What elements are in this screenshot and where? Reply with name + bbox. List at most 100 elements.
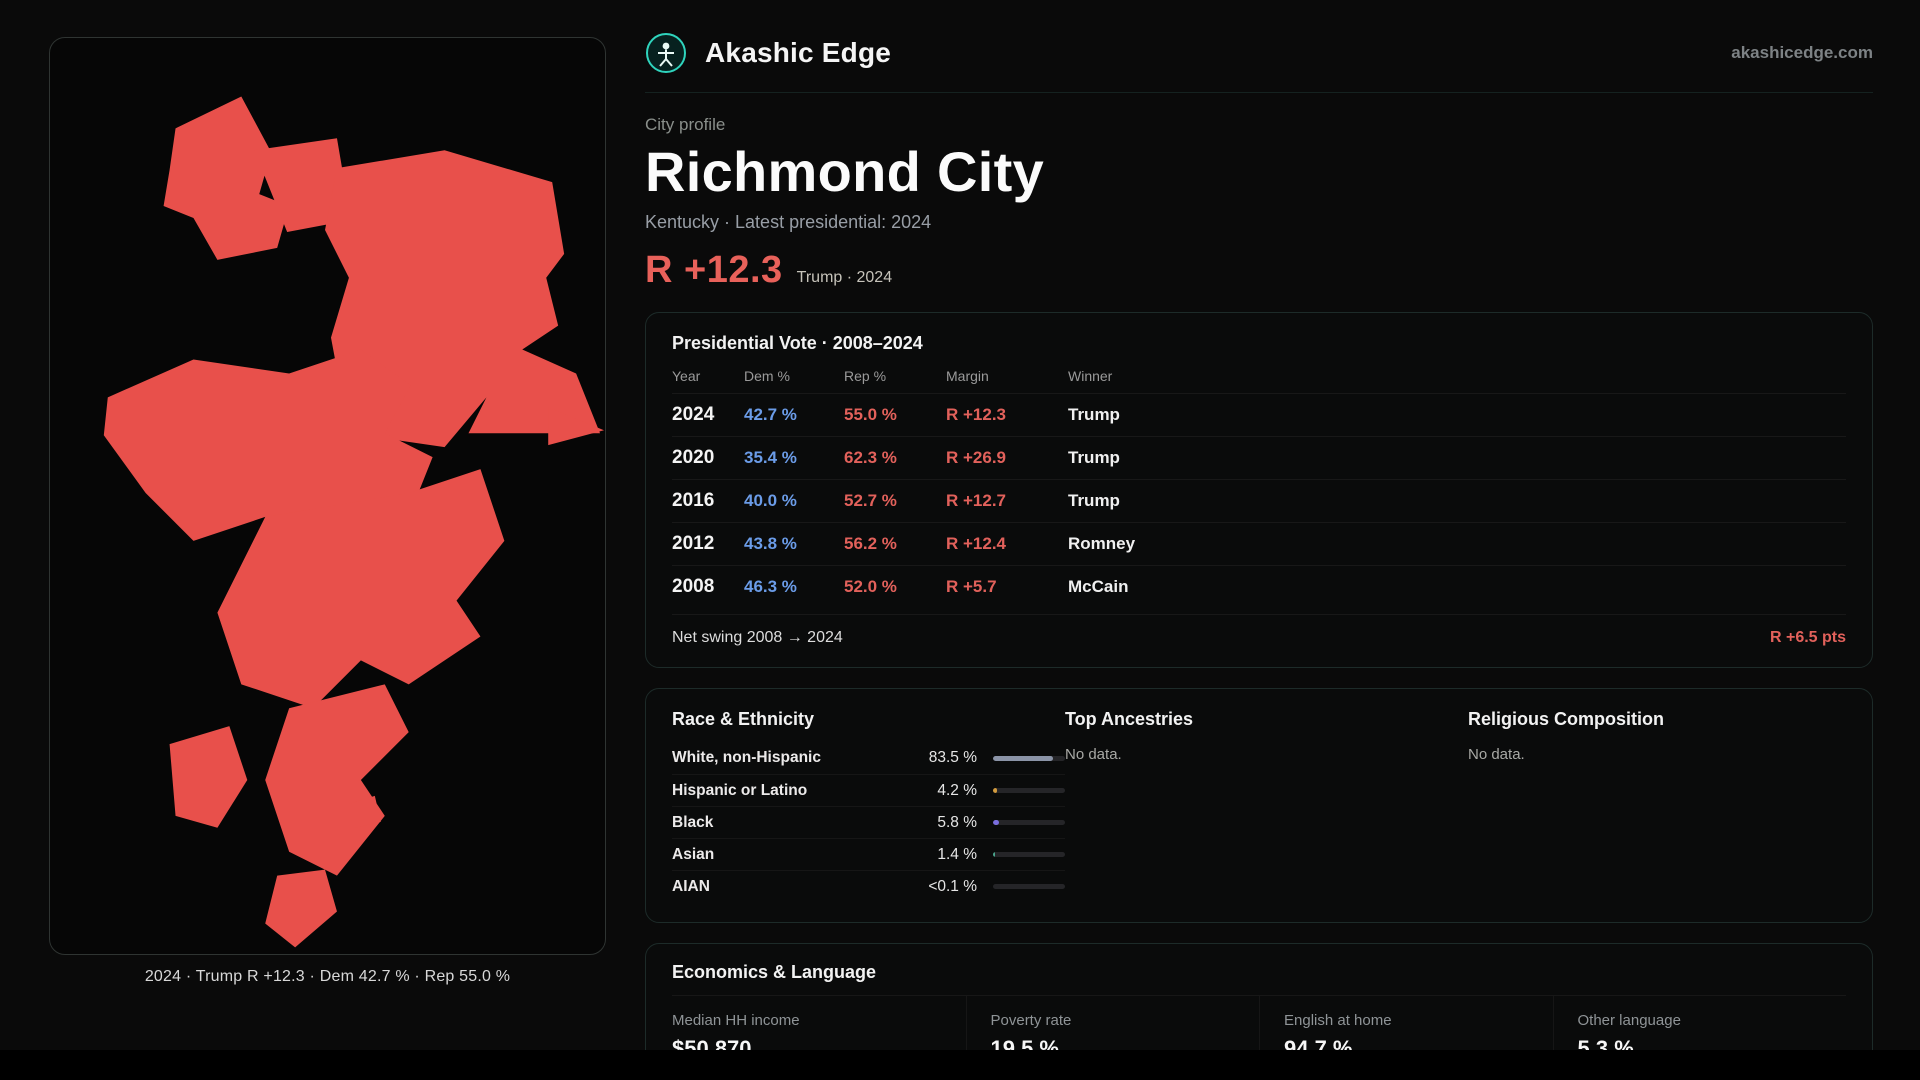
dem-cell: 40.0 % <box>744 491 797 510</box>
ancestries-empty-state: No data. <box>1065 746 1122 763</box>
dem-cell: 42.7 % <box>744 405 797 424</box>
stat-label: Other language <box>1577 1012 1681 1029</box>
rep-cell: 56.2 % <box>844 534 897 553</box>
city-boundary-shape <box>163 96 290 260</box>
race-bar-track <box>993 755 1065 761</box>
profile-subtitle: Kentucky · Latest presidential: 2024 <box>645 212 932 232</box>
race-bar-fill <box>993 755 1054 761</box>
presidential-vote-card: Presidential Vote · 2008–2024 Year Dem %… <box>645 312 1873 668</box>
net-swing-label: Net swing 2008 → 2024 <box>672 629 843 646</box>
race-value: 5.8 % <box>937 813 977 831</box>
race-value: 4.2 % <box>937 781 977 799</box>
city-boundary-shape <box>325 150 601 448</box>
stat-label: Poverty rate <box>990 1012 1072 1029</box>
race-list: White, non-Hispanic 83.5 % Hispanic or L… <box>672 742 1065 902</box>
winner-cell: Trump <box>1068 448 1120 467</box>
race-bar-track <box>993 820 1065 825</box>
race-value: <0.1 % <box>928 877 977 895</box>
table-row: 2008 46.3 % 52.0 % R +5.7 McCain <box>672 565 1846 608</box>
main-content: Akashic Edge akashicedge.com City profil… <box>645 24 1873 1080</box>
city-boundary-shape <box>169 726 248 828</box>
rep-cell: 52.7 % <box>844 491 897 510</box>
religion-empty-state: No data. <box>1468 746 1525 763</box>
margin-cell: R +26.9 <box>946 448 1007 467</box>
race-bar-fill <box>993 788 998 793</box>
vote-table-header: Year Dem % Rep % Margin Winner <box>672 368 1846 393</box>
akashic-logo-icon[interactable] <box>645 32 687 74</box>
city-boundary-shape <box>265 869 337 948</box>
race-bar-track <box>993 852 1065 857</box>
winner-cell: Trump <box>1068 491 1120 510</box>
table-row: 2012 43.8 % 56.2 % R +12.4 Romney <box>672 522 1846 565</box>
race-label: White, non-Hispanic <box>672 749 821 766</box>
year-cell: 2008 <box>672 576 715 597</box>
city-boundary-map <box>103 96 605 948</box>
race-value: 1.4 % <box>937 845 977 863</box>
col-year: Year <box>672 368 701 384</box>
list-item: Black 5.8 % <box>672 806 1065 838</box>
table-row: 2024 42.7 % 55.0 % R +12.3 Trump <box>672 393 1846 436</box>
stat-label: Median HH income <box>672 1012 800 1029</box>
margin-cell: R +12.3 <box>946 405 1007 424</box>
year-cell: 2012 <box>672 533 715 554</box>
map-caption: 2024 · Trump R +12.3 · Dem 42.7 % · Rep … <box>144 968 511 985</box>
net-swing-value: R +6.5 pts <box>1769 629 1846 646</box>
race-card-title: Race & Ethnicity <box>672 709 815 729</box>
race-bar-track <box>993 884 1065 889</box>
headline-margin-row: R +12.3 Trump · 2024 <box>645 249 1873 292</box>
econ-card-title: Economics & Language <box>672 962 877 982</box>
net-swing-row: Net swing 2008 → 2024 R +6.5 pts <box>672 614 1846 647</box>
app-header: Akashic Edge akashicedge.com <box>645 24 1873 93</box>
race-bar-fill <box>993 852 996 857</box>
city-boundary-shape <box>348 795 381 828</box>
race-label: Hispanic or Latino <box>672 781 808 799</box>
winner-cell: Romney <box>1068 534 1136 553</box>
dem-cell: 35.4 % <box>744 448 797 467</box>
race-bar-track <box>993 788 1065 793</box>
city-boundary-shape <box>548 407 605 446</box>
app-name: Akashic Edge <box>705 37 892 68</box>
year-cell: 2016 <box>672 490 715 511</box>
race-label: AIAN <box>672 877 710 895</box>
margin-cell: R +12.4 <box>946 534 1007 553</box>
rep-cell: 55.0 % <box>844 405 897 424</box>
list-item: Hispanic or Latino 4.2 % <box>672 774 1065 806</box>
vote-card-title: Presidential Vote · 2008–2024 <box>672 333 923 353</box>
religious-composition-section: Religious Composition No data. <box>1468 709 1846 902</box>
city-boundary-shape <box>265 684 409 876</box>
city-map-panel <box>49 37 606 955</box>
col-margin: Margin <box>946 368 989 384</box>
rep-cell: 62.3 % <box>844 448 897 467</box>
race-ethnicity-section: Race & Ethnicity White, non-Hispanic 83.… <box>672 709 1065 902</box>
profile-eyebrow: City profile <box>645 115 726 134</box>
margin-cell: R +12.7 <box>946 491 1007 510</box>
ancestries-title: Top Ancestries <box>1065 709 1194 729</box>
demographics-card: Race & Ethnicity White, non-Hispanic 83.… <box>645 688 1873 923</box>
year-cell: 2024 <box>672 404 715 425</box>
winner-cell: McCain <box>1068 577 1129 596</box>
page-title: Richmond City <box>645 140 1045 203</box>
winner-cell: Trump <box>1068 405 1120 424</box>
header-domain-link[interactable]: akashicedge.com <box>1731 43 1873 62</box>
race-bar-fill <box>993 820 999 825</box>
top-ancestries-section: Top Ancestries No data. <box>1065 709 1468 902</box>
headline-margin-context: Trump · 2024 <box>796 269 893 286</box>
stat-label: English at home <box>1284 1012 1392 1029</box>
col-rep: Rep % <box>844 368 887 384</box>
dem-cell: 43.8 % <box>744 534 797 553</box>
dem-cell: 46.3 % <box>744 577 797 596</box>
table-row: 2020 35.4 % 62.3 % R +26.9 Trump <box>672 436 1846 479</box>
list-item: AIAN <0.1 % <box>672 870 1065 902</box>
bottom-bar <box>0 1050 1920 1080</box>
religion-title: Religious Composition <box>1468 709 1664 729</box>
col-winner: Winner <box>1068 368 1113 384</box>
city-boundary-shape <box>103 349 433 541</box>
headline-margin-value: R +12.3 <box>645 249 783 291</box>
col-dem: Dem % <box>744 368 790 384</box>
year-cell: 2020 <box>672 447 715 468</box>
race-value: 83.5 % <box>928 749 977 766</box>
city-boundary-shape <box>254 138 351 232</box>
list-item: Asian 1.4 % <box>672 838 1065 870</box>
list-item: White, non-Hispanic 83.5 % <box>672 742 1065 774</box>
